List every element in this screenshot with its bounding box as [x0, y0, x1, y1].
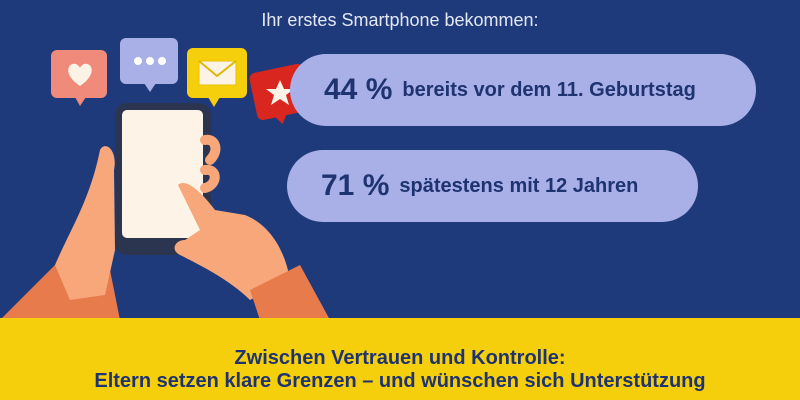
- heart-icon: [51, 50, 107, 106]
- stat-label: spätestens mit 12 Jahren: [399, 174, 639, 197]
- stat-label: bereits vor dem 11. Geburtstag: [402, 78, 696, 101]
- footer-banner: Zwischen Vertrauen und Kontrolle: Eltern…: [0, 318, 800, 400]
- stat-pill-44: 44 % bereits vor dem 11. Geburtstag: [290, 54, 756, 126]
- envelope-icon: [187, 48, 247, 107]
- stat-value: 71 %: [321, 169, 390, 202]
- smartphone-illustration: [0, 38, 330, 320]
- stat-pill-71: 71 % spätestens mit 12 Jahren: [287, 150, 698, 222]
- stat-value: 44 %: [324, 73, 393, 106]
- footer-line-1: Zwischen Vertrauen und Kontrolle:: [234, 347, 566, 369]
- chat-dots-icon: [120, 38, 178, 92]
- headline: Ihr erstes Smartphone bekommen:: [261, 10, 539, 30]
- footer-line-2: Eltern setzen klare Grenzen – und wünsch…: [94, 370, 706, 392]
